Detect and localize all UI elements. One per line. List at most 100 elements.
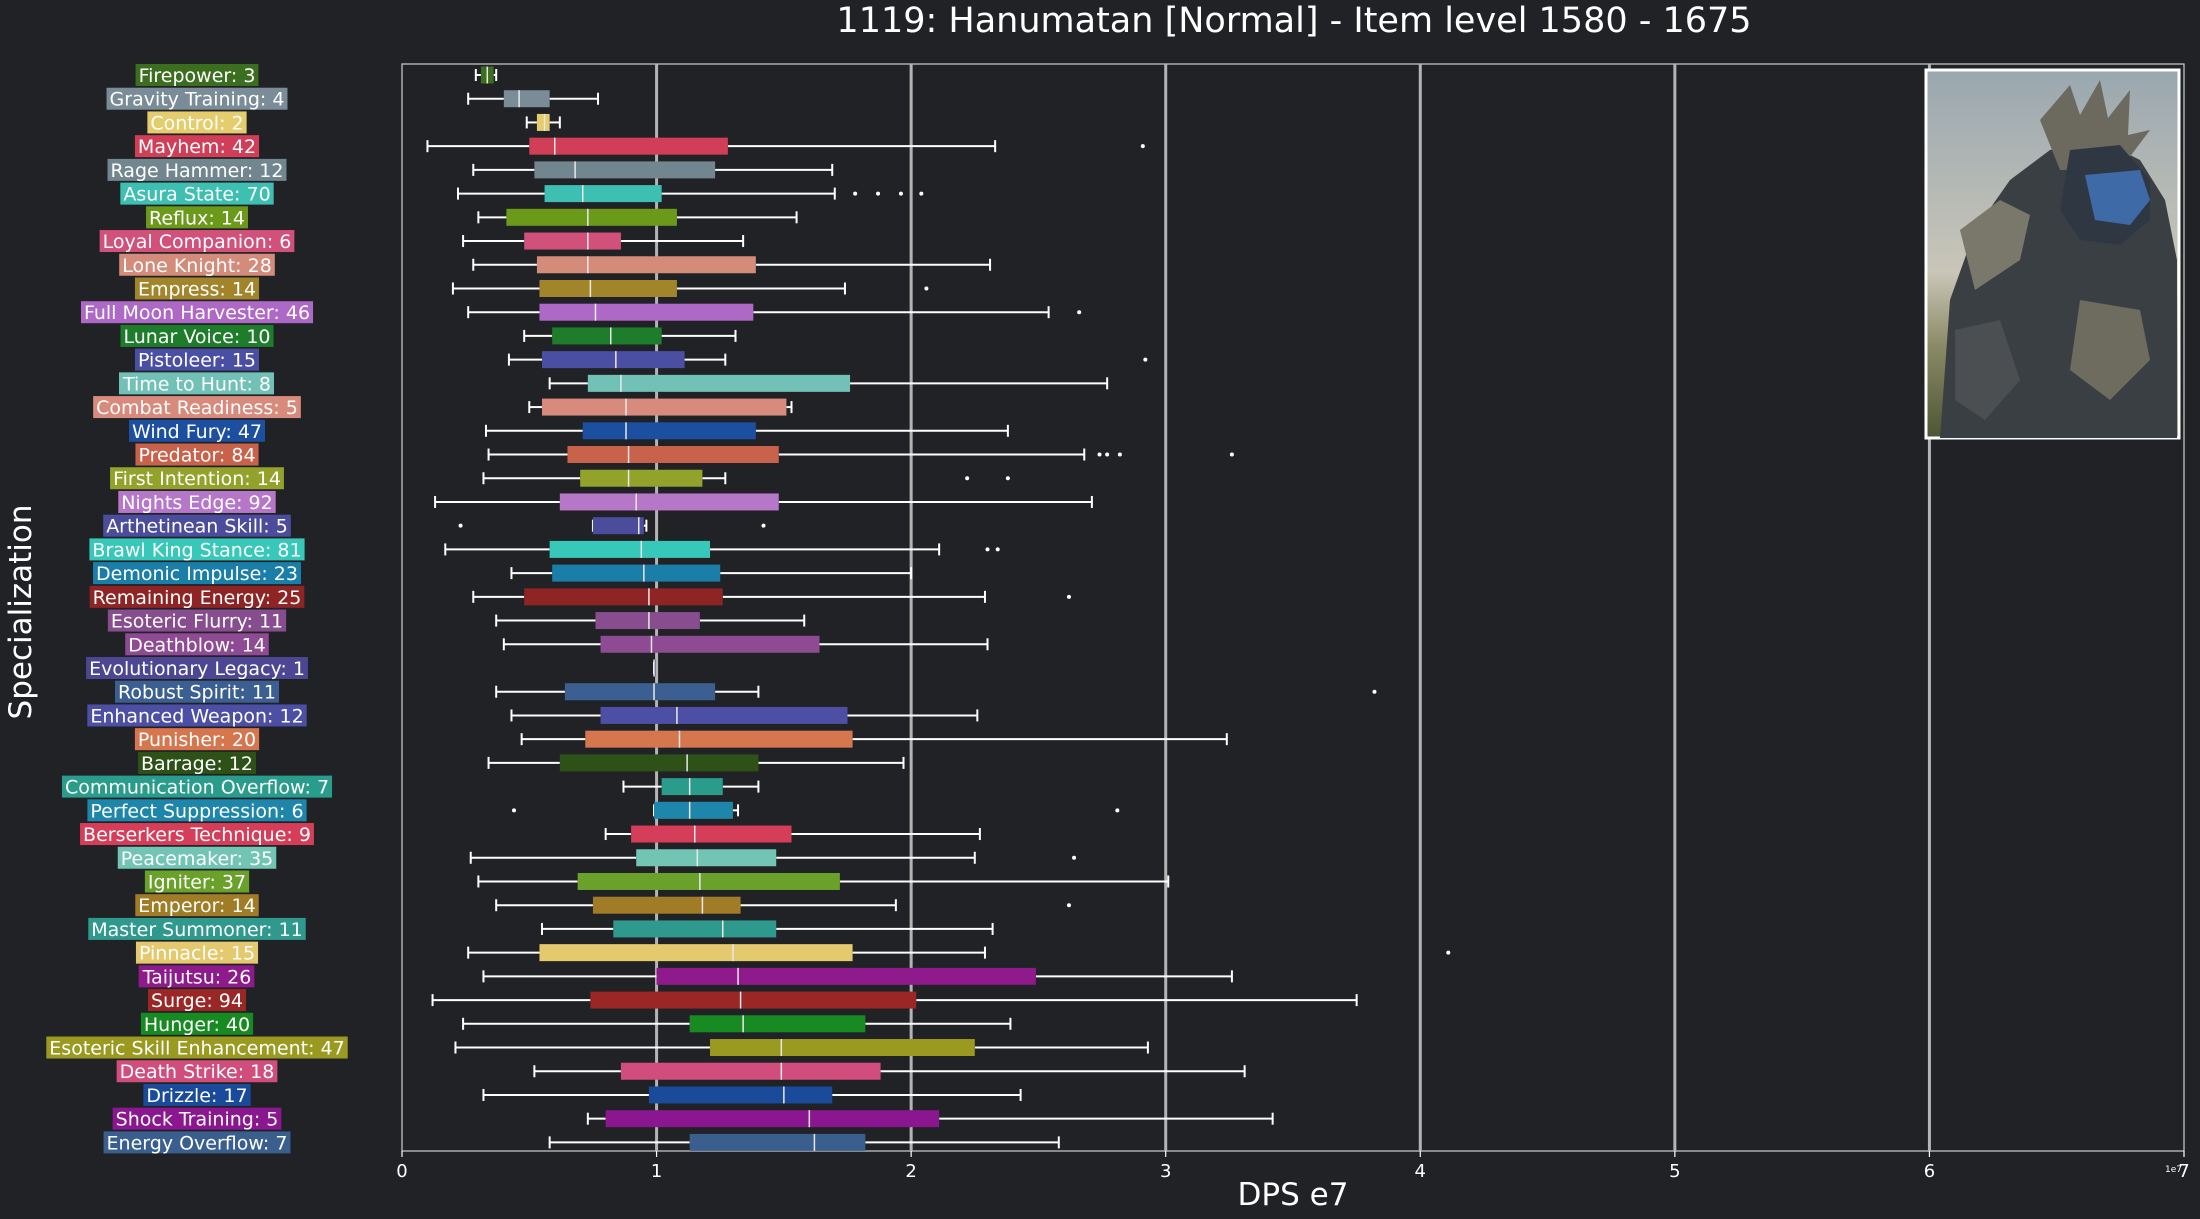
y-label-44: Shock Training: 5 xyxy=(112,1107,282,1131)
y-label-text: Robust Spirit: 11 xyxy=(118,682,276,704)
outlier-point xyxy=(1072,855,1077,860)
box-34 xyxy=(477,872,1170,890)
box-iqr xyxy=(648,1086,833,1104)
y-label-14: Combat Readiness: 5 xyxy=(93,396,301,419)
y-label-text: Emperor: 14 xyxy=(138,895,255,917)
y-label-10: Full Moon Harvester: 46 xyxy=(80,301,314,324)
y-label-20: Brawl King Stance: 81 xyxy=(89,538,305,561)
y-label-30: Communication Overflow: 7 xyxy=(61,775,333,799)
y-label-bg xyxy=(134,135,260,158)
y-label-13: Time to Hunt: 8 xyxy=(118,372,275,395)
box-iqr xyxy=(689,1015,866,1033)
box-iqr xyxy=(552,327,662,345)
box-8 xyxy=(472,256,992,274)
box-iqr xyxy=(600,706,848,724)
y-label-bg xyxy=(107,158,287,181)
x-tick-label: 0 xyxy=(396,1161,407,1182)
y-label-bg xyxy=(106,87,288,110)
y-label-bg xyxy=(120,324,274,347)
y-label-26: Robust Spirit: 11 xyxy=(114,680,280,704)
y-label-text: Communication Overflow: 7 xyxy=(65,777,329,799)
box-26 xyxy=(495,683,1377,701)
box-iqr xyxy=(529,137,728,155)
box-iqr xyxy=(613,920,777,938)
y-label-42: Death Strike: 18 xyxy=(116,1060,278,1083)
plot-area xyxy=(401,63,2185,1152)
outlier-point xyxy=(924,286,929,291)
y-label-36: Master Summoner: 11 xyxy=(88,917,306,941)
box-iqr xyxy=(631,825,792,843)
outlier-point xyxy=(965,476,970,481)
y-label-text: Igniter: 37 xyxy=(148,871,246,893)
box-iqr xyxy=(710,1039,975,1057)
outlier-point xyxy=(1077,310,1082,315)
y-label-24: Deathblow: 14 xyxy=(125,633,269,656)
y-label-text: Full Moon Harvester: 46 xyxy=(84,302,310,324)
y-label-bg xyxy=(116,1060,278,1083)
box-iqr xyxy=(587,374,851,392)
y-label-bg xyxy=(80,301,314,324)
x-tick-label: 5 xyxy=(1669,1161,1680,1182)
box-29 xyxy=(487,754,905,772)
y-label-text: Enhanced Weapon: 12 xyxy=(90,705,303,727)
box-iqr xyxy=(503,90,550,108)
y-label-text: Energy Overflow: 7 xyxy=(107,1132,288,1154)
y-label-text: Time to Hunt: 8 xyxy=(122,373,271,395)
box-4 xyxy=(472,161,834,179)
box-iqr xyxy=(542,351,685,369)
box-39 xyxy=(431,991,1358,1009)
box-1 xyxy=(467,90,600,108)
y-label-text: Asura State: 70 xyxy=(123,184,270,206)
y-label-text: Pinnacle: 15 xyxy=(139,943,255,965)
box-28 xyxy=(520,730,1228,748)
y-label-text: Surge: 94 xyxy=(151,990,243,1012)
box-13 xyxy=(548,374,1109,392)
y-label-bg xyxy=(120,182,274,205)
y-label-text: Rage Hammer: 12 xyxy=(111,160,284,182)
y-label-text: Hunger: 40 xyxy=(144,1014,250,1036)
y-label-text: Berserkers Technique: 9 xyxy=(83,824,311,846)
box-series xyxy=(426,66,1451,1151)
y-label-text: Mayhem: 42 xyxy=(138,136,256,158)
y-label-bg xyxy=(80,823,314,846)
outlier-point xyxy=(1115,808,1120,813)
box-iqr xyxy=(636,849,777,867)
y-label-bg xyxy=(86,657,308,679)
box-iqr xyxy=(580,469,703,487)
y-label-39: Surge: 94 xyxy=(148,989,246,1012)
box-iqr xyxy=(539,303,754,321)
box-14 xyxy=(528,398,793,416)
box-38 xyxy=(482,967,1233,985)
y-label-text: Remaining Energy: 25 xyxy=(93,587,302,609)
y-label-bg xyxy=(119,253,275,276)
y-label-bg xyxy=(140,1012,254,1035)
y-label-18: Nights Edge: 92 xyxy=(118,490,276,514)
box-iqr xyxy=(656,967,1036,985)
x-tick-label: 2 xyxy=(905,1161,916,1182)
box-iqr xyxy=(524,588,723,606)
y-label-35: Emperor: 14 xyxy=(135,894,259,917)
box-7 xyxy=(462,232,745,250)
y-label-bg xyxy=(147,111,247,134)
box-40 xyxy=(462,1015,1012,1033)
y-label-17: First Intention: 14 xyxy=(110,467,284,490)
box-12 xyxy=(507,351,1148,369)
y-label-text: Gravity Training: 4 xyxy=(110,89,285,111)
outlier-point xyxy=(985,547,990,552)
box-25 xyxy=(653,659,656,677)
box-iqr xyxy=(552,564,721,582)
y-label-bg xyxy=(143,1083,251,1106)
box-24 xyxy=(502,635,989,653)
y-label-text: Nights Edge: 92 xyxy=(121,492,272,514)
outlier-point xyxy=(458,523,463,528)
y-label-bg xyxy=(135,64,259,86)
box-iqr xyxy=(549,540,711,558)
outlier-point xyxy=(1066,903,1071,908)
y-label-25: Evolutionary Legacy: 1 xyxy=(86,657,308,680)
y-label-41: Esoteric Skill Enhancement: 47 xyxy=(46,1036,348,1060)
y-label-bg xyxy=(107,609,287,632)
outlier-point xyxy=(995,547,1000,552)
y-label-text: Empress: 14 xyxy=(138,278,256,300)
y-label-text: Punisher: 20 xyxy=(138,729,256,751)
